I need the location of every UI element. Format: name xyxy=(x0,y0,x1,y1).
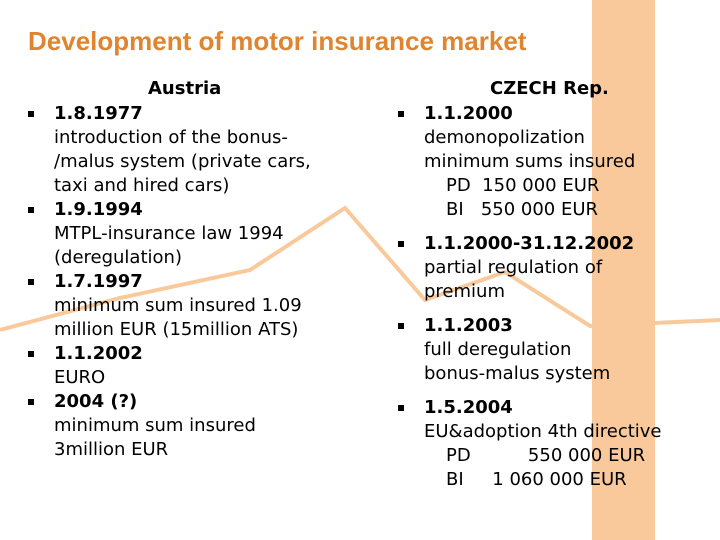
item-text: MTPL-insurance law 1994 xyxy=(54,223,284,244)
item-text: minimum sums insured xyxy=(424,151,636,172)
list-item: 1.7.1997 minimum sum insured 1.09 millio… xyxy=(28,270,348,342)
czech-column: CZECH Rep. 1.1.2000 demonopolization min… xyxy=(398,76,698,502)
austria-heading: Austria xyxy=(148,78,222,99)
item-text: taxi and hired cars) xyxy=(54,175,230,196)
item-text: minimum sum insured xyxy=(54,415,256,436)
list-item: 1.1.2002 EURO xyxy=(28,342,348,390)
decorative-band xyxy=(592,0,655,540)
item-text: (deregulation) xyxy=(54,247,182,268)
bullet-icon xyxy=(28,279,34,285)
item-text: bonus-malus system xyxy=(424,363,611,384)
item-text: partial regulation of xyxy=(424,257,603,278)
item-date: 1.7.1997 xyxy=(54,271,143,292)
item-text: PD 150 000 EUR xyxy=(446,175,600,196)
item-text: PD 550 000 EUR xyxy=(446,445,646,466)
item-text: million EUR (15million ATS) xyxy=(54,319,299,340)
item-date: 1.1.2003 xyxy=(424,315,513,336)
bullet-icon xyxy=(28,351,34,357)
bullet-icon xyxy=(398,111,404,117)
item-date: 1.9.1994 xyxy=(54,199,143,220)
list-item: 1.5.2004 EU&adoption 4th directive PD 55… xyxy=(398,396,698,492)
list-item: 1.9.1994 MTPL-insurance law 1994 (deregu… xyxy=(28,198,348,270)
bullet-icon xyxy=(398,323,404,329)
list-item: 2004 (?) minimum sum insured 3million EU… xyxy=(28,390,348,462)
item-text: demonopolization xyxy=(424,127,585,148)
item-date: 1.5.2004 xyxy=(424,397,513,418)
item-date: 1.1.2000 xyxy=(424,103,513,124)
list-item: 1.1.2000 demonopolization minimum sums i… xyxy=(398,102,698,222)
item-text: EURO xyxy=(54,367,106,388)
item-text: introduction of the bonus- xyxy=(54,127,288,148)
item-text: 3million EUR xyxy=(54,439,169,460)
item-text: BI 550 000 EUR xyxy=(446,199,599,220)
list-item: 1.1.2003 full deregulation bonus-malus s… xyxy=(398,314,698,386)
austria-column: Austria 1.8.1977 introduction of the bon… xyxy=(28,76,348,462)
list-item: 1.8.1977 introduction of the bonus- /mal… xyxy=(28,102,348,198)
bullet-icon xyxy=(398,405,404,411)
item-date: 2004 (?) xyxy=(54,391,138,412)
item-text: EU&adoption 4th directive xyxy=(424,421,662,442)
czech-heading: CZECH Rep. xyxy=(490,78,609,99)
list-item: 1.1.2000-31.12.2002 partial regulation o… xyxy=(398,232,698,304)
bullet-icon xyxy=(28,207,34,213)
item-date: 1.1.2002 xyxy=(54,343,143,364)
item-text: BI 1 060 000 EUR xyxy=(446,469,627,490)
bullet-icon xyxy=(28,399,34,405)
bullet-icon xyxy=(398,241,404,247)
page-title: Development of motor insurance market xyxy=(28,26,527,56)
bullet-icon xyxy=(28,111,34,117)
item-date: 1.1.2000-31.12.2002 xyxy=(424,233,635,254)
item-text: full deregulation xyxy=(424,339,572,360)
item-text: /malus system (private cars, xyxy=(54,151,311,172)
item-text: minimum sum insured 1.09 xyxy=(54,295,302,316)
item-text: premium xyxy=(424,281,505,302)
item-date: 1.8.1977 xyxy=(54,103,143,124)
